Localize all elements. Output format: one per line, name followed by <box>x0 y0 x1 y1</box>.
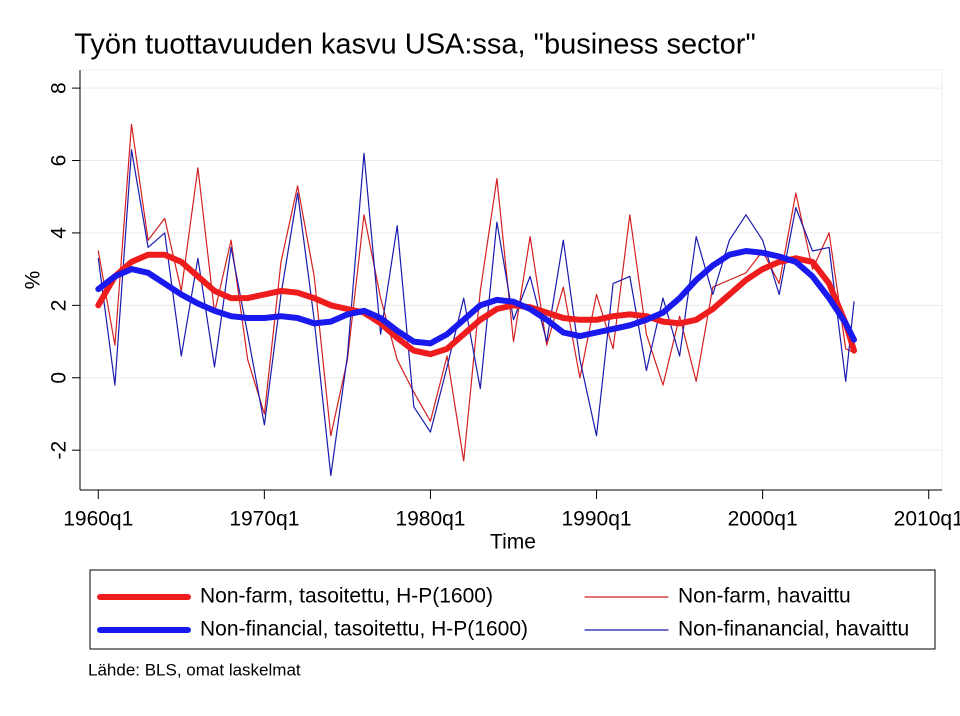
legend-label: Non-farm, tasoitettu, H-P(1600) <box>200 585 493 608</box>
y-tick-label: -2 <box>48 441 71 460</box>
y-tick-label: 6 <box>48 155 71 167</box>
y-tick-label: 4 <box>48 227 71 239</box>
y-tick-label: 2 <box>48 300 71 312</box>
plot-area <box>79 69 943 491</box>
series-line <box>97 123 855 462</box>
y-axis-title: % <box>22 271 45 290</box>
legend <box>89 569 936 650</box>
series-line <box>95 251 857 358</box>
legend-label: Non-financial, tasoitettu, H-P(1600) <box>200 618 528 641</box>
legend-label: Non-finanancial, havaittu <box>678 618 909 641</box>
note: Lähde: BLS, omat laskelmat <box>88 660 301 679</box>
x-tick-label: 2000q1 <box>728 508 798 531</box>
x-axis-title: Time <box>490 531 536 554</box>
y-tick-label: 8 <box>48 82 71 94</box>
y-tick-label: 0 <box>48 372 71 384</box>
x-tick-label: 1990q1 <box>561 508 631 531</box>
x-tick-label: 1970q1 <box>229 508 299 531</box>
chart-title: Työn tuottavuuden kasvu USA:ssa, "busine… <box>74 29 756 61</box>
series-line <box>97 149 855 477</box>
legend-label: Non-farm, havaittu <box>678 585 851 608</box>
x-tick-label: 2010q1 <box>894 508 960 531</box>
series-line <box>95 248 857 347</box>
x-tick-label: 1980q1 <box>395 508 465 531</box>
x-tick-label: 1960q1 <box>63 508 133 531</box>
